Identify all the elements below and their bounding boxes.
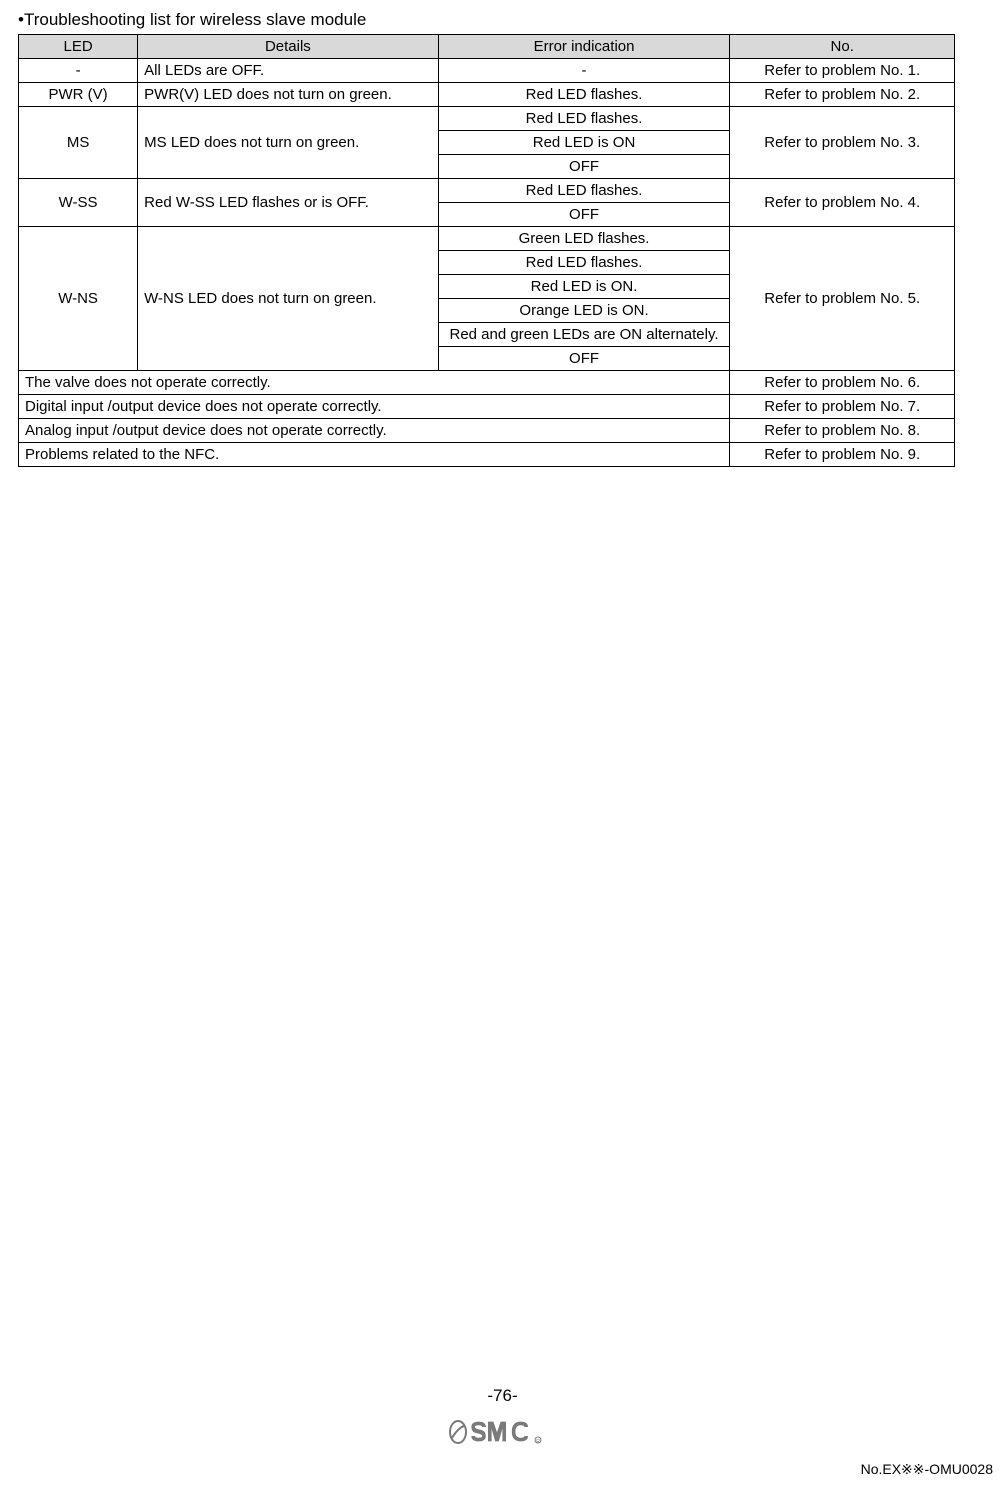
cell-error: Red LED flashes. (438, 179, 730, 203)
cell-no: Refer to problem No. 1. (730, 59, 955, 83)
table-row: The valve does not operate correctly. Re… (19, 371, 955, 395)
cell-span: Problems related to the NFC. (19, 443, 730, 467)
cell-no: Refer to problem No. 5. (730, 227, 955, 371)
table-row: W-SS Red W-SS LED flashes or is OFF. Red… (19, 179, 955, 203)
page: •Troubleshooting list for wireless slave… (0, 0, 1005, 1498)
cell-span: Analog input /output device does not ope… (19, 419, 730, 443)
th-led: LED (19, 35, 138, 59)
cell-no: Refer to problem No. 8. (730, 419, 955, 443)
cell-led: - (19, 59, 138, 83)
cell-no: Refer to problem No. 3. (730, 107, 955, 179)
cell-error: Red LED flashes. (438, 107, 730, 131)
cell-details: W-NS LED does not turn on green. (138, 227, 438, 371)
cell-no: Refer to problem No. 2. (730, 83, 955, 107)
th-details: Details (138, 35, 438, 59)
cell-led: W-SS (19, 179, 138, 227)
cell-error: OFF (438, 155, 730, 179)
smc-logo-icon: R (448, 1416, 558, 1448)
document-number: No.EX※※-OMU0028 (861, 1461, 993, 1478)
cell-span: Digital input /output device does not op… (19, 395, 730, 419)
table-row: W-NS W-NS LED does not turn on green. Gr… (19, 227, 955, 251)
content-area: •Troubleshooting list for wireless slave… (0, 0, 1005, 467)
cell-error: Red LED flashes. (438, 251, 730, 275)
table-row: - All LEDs are OFF. - Refer to problem N… (19, 59, 955, 83)
cell-error: Red LED flashes. (438, 83, 730, 107)
cell-details: All LEDs are OFF. (138, 59, 438, 83)
cell-error: Green LED flashes. (438, 227, 730, 251)
cell-details: Red W-SS LED flashes or is OFF. (138, 179, 438, 227)
cell-led: W-NS (19, 227, 138, 371)
cell-error: OFF (438, 347, 730, 371)
cell-error: Red and green LEDs are ON alternately. (438, 323, 730, 347)
cell-no: Refer to problem No. 6. (730, 371, 955, 395)
cell-no: Refer to problem No. 7. (730, 395, 955, 419)
cell-details: PWR(V) LED does not turn on green. (138, 83, 438, 107)
smc-logo: R (0, 1416, 1005, 1452)
table-header-row: LED Details Error indication No. (19, 35, 955, 59)
cell-error: Red LED is ON (438, 131, 730, 155)
th-error: Error indication (438, 35, 730, 59)
cell-error: OFF (438, 203, 730, 227)
cell-error: Red LED is ON. (438, 275, 730, 299)
cell-no: Refer to problem No. 9. (730, 443, 955, 467)
cell-span: The valve does not operate correctly. (19, 371, 730, 395)
table-row: Problems related to the NFC. Refer to pr… (19, 443, 955, 467)
cell-details: MS LED does not turn on green. (138, 107, 438, 179)
th-no: No. (730, 35, 955, 59)
cell-error: - (438, 59, 730, 83)
cell-led: PWR (V) (19, 83, 138, 107)
cell-error: Orange LED is ON. (438, 299, 730, 323)
cell-led: MS (19, 107, 138, 179)
troubleshooting-table: LED Details Error indication No. - All L… (18, 34, 955, 467)
table-row: PWR (V) PWR(V) LED does not turn on gree… (19, 83, 955, 107)
table-row: Analog input /output device does not ope… (19, 419, 955, 443)
table-row: Digital input /output device does not op… (19, 395, 955, 419)
page-title: •Troubleshooting list for wireless slave… (18, 10, 955, 30)
page-number: -76- (0, 1386, 1005, 1406)
table-row: MS MS LED does not turn on green. Red LE… (19, 107, 955, 131)
svg-text:R: R (536, 1439, 540, 1445)
cell-no: Refer to problem No. 4. (730, 179, 955, 227)
